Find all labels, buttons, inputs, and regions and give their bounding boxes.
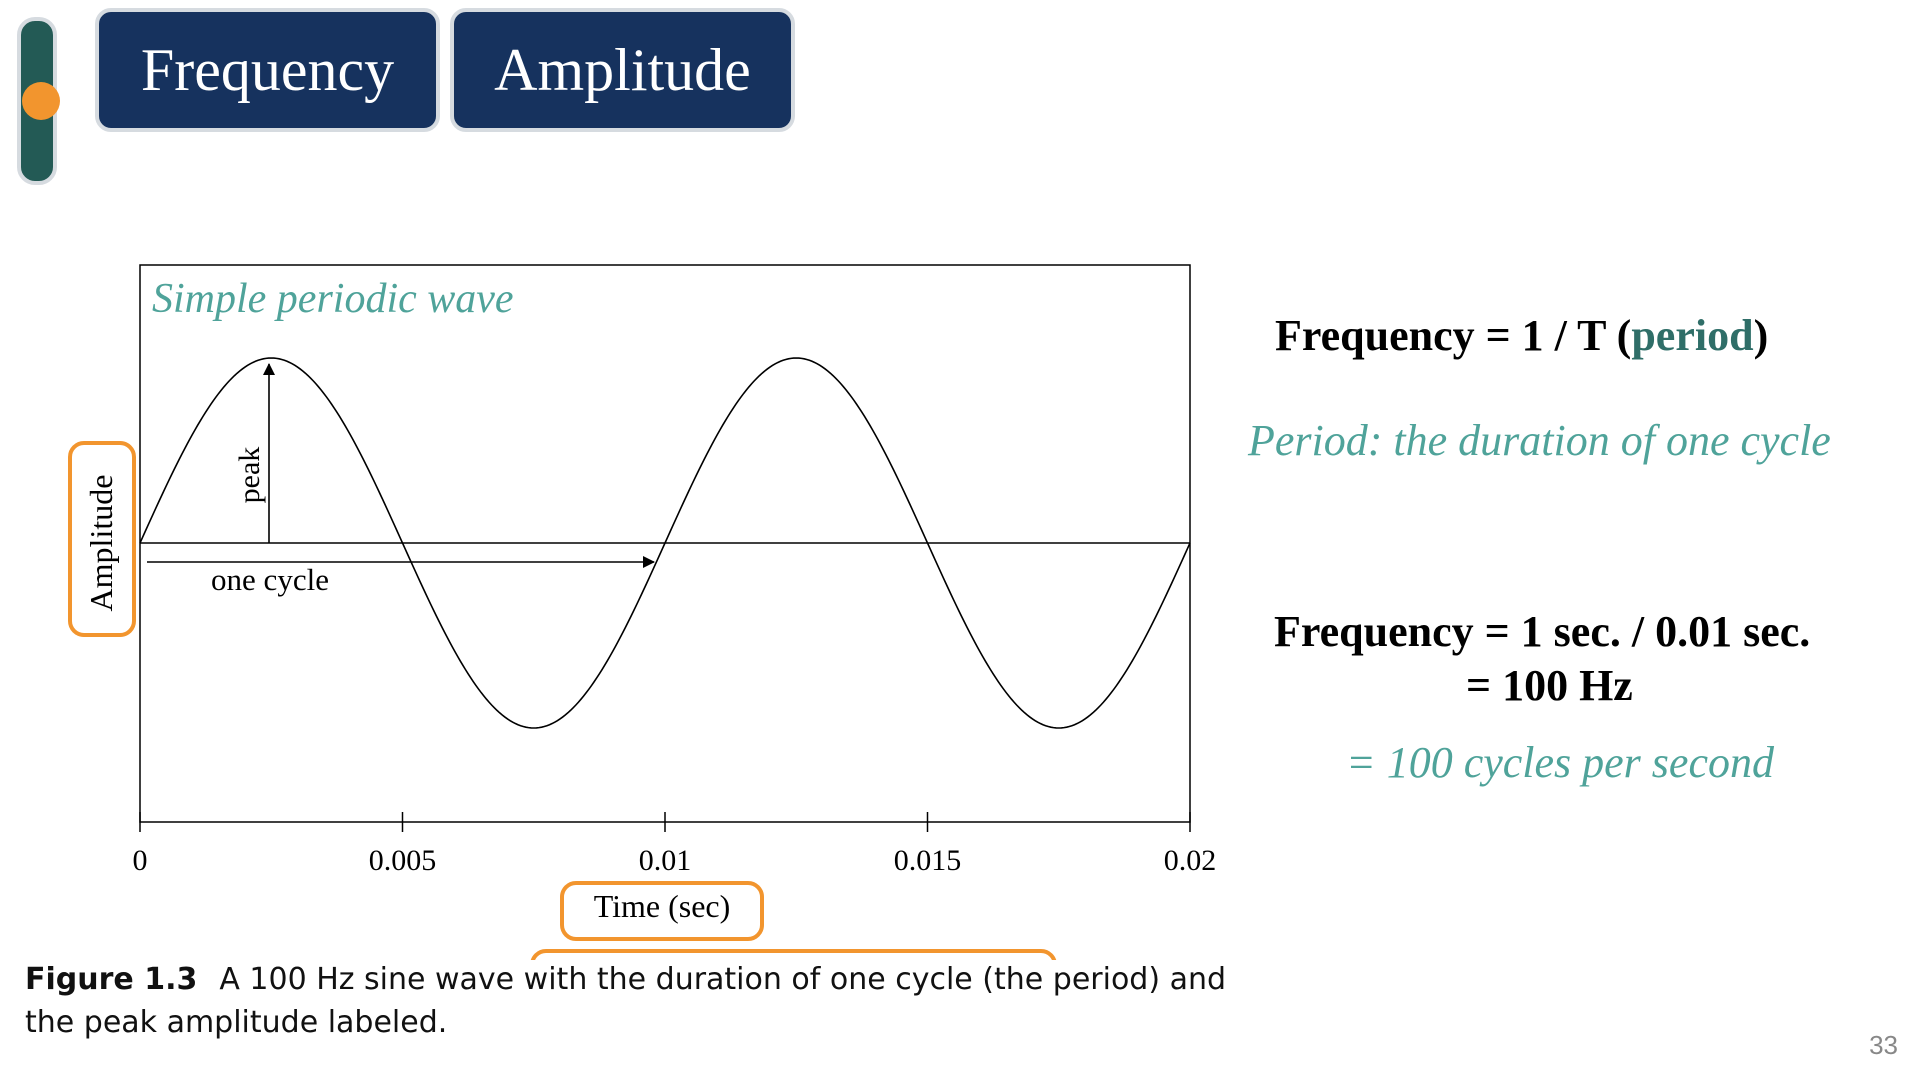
frequency-formula: Frequency = 1 / T (period) — [1275, 310, 1768, 361]
figure-title: Simple periodic wave — [152, 276, 514, 322]
x-tick-label: 0.02 — [1164, 844, 1217, 877]
formula-pre: Frequency = 1 / T ( — [1275, 311, 1632, 360]
slider-knob[interactable] — [22, 82, 60, 120]
x-tick-label: 0.005 — [369, 844, 437, 877]
cycles-per-second: = 100 cycles per second — [1346, 738, 1774, 787]
x-axis-label: Time (sec) — [594, 888, 731, 924]
formula-post: ) — [1753, 311, 1769, 360]
figure-number: Figure 1.3 — [25, 962, 198, 997]
cycle-label: one cycle — [211, 562, 329, 597]
page-number: 33 — [1869, 1030, 1898, 1060]
caption-pre: A 100 Hz sine wave with — [219, 962, 588, 997]
x-axis-ticks: 0 0.005 0.01 0.015 0.02 — [133, 812, 1217, 877]
tab-frequency[interactable]: Frequency — [95, 8, 440, 132]
ylabel-highlight — [68, 441, 136, 637]
peak-label: peak — [233, 447, 266, 504]
x-tick-label: 0.015 — [894, 844, 962, 877]
caption-post: and the peak amplitude labeled. — [25, 962, 1227, 1040]
caption-highlight — [530, 949, 1057, 960]
period-definition: Period: the duration of one cycle — [1248, 416, 1831, 465]
frequency-result: = 100 Hz — [1466, 661, 1633, 710]
tab-amplitude[interactable]: Amplitude — [450, 8, 795, 132]
x-tick-label: 0.01 — [639, 844, 692, 877]
y-axis-label: Amplitude — [83, 475, 119, 612]
sine-wave-figure: 0 0.005 0.01 0.015 0.02 Simple periodic wave… — [68, 264, 1217, 960]
frequency-calculation: Frequency = 1 sec. / 0.01 sec. — [1274, 607, 1811, 656]
caption-highlighted: the duration of one cycle (the period) — [596, 962, 1161, 997]
xlabel-highlight — [560, 881, 764, 941]
x-tick-label: 0 — [133, 844, 148, 877]
formula-period-word: period — [1631, 311, 1754, 360]
figure-caption: Figure 1.3 A 100 Hz sine wave with the du… — [25, 958, 1255, 1044]
sine-wave-line — [139, 357, 1191, 729]
